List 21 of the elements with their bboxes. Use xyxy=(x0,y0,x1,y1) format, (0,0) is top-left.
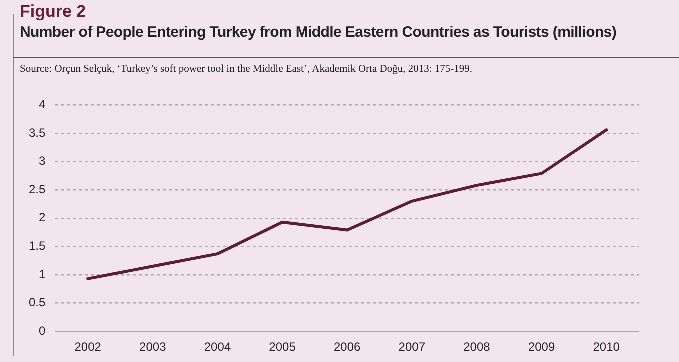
x-tick-label: 2007 xyxy=(398,340,426,354)
x-tick-label: 2006 xyxy=(334,340,362,354)
y-tick-label: 3.5 xyxy=(28,126,46,140)
chart-title: Figure 2 xyxy=(20,2,86,22)
x-tick-label: 2003 xyxy=(140,340,167,354)
x-tick-label: 2002 xyxy=(74,340,102,354)
y-tick-label: 2.5 xyxy=(28,182,46,196)
y-tick-label: 1 xyxy=(38,267,46,282)
chart-subtitle: Number of People Entering Turkey from Middle Eastern Countries as Tourists (millions) xyxy=(20,24,617,41)
source-note: Source: Orçun Selçuk, ‘Turkey’s soft power tool in the Middle East’, Akademik Orta Doğu, 2013: 175-199. xyxy=(20,64,473,75)
y-tick-label: 0.5 xyxy=(28,296,46,310)
y-tick-label: 4 xyxy=(38,98,46,112)
x-tick-label: 2009 xyxy=(528,340,556,354)
x-tick-label: 2005 xyxy=(269,340,296,354)
x-tick-label: 2010 xyxy=(593,340,620,354)
x-tick-label: 2004 xyxy=(204,340,232,354)
x-tick-label: 2008 xyxy=(464,340,491,354)
y-tick-label: 3 xyxy=(38,154,46,168)
y-tick-label: 2 xyxy=(38,210,46,225)
y-tick-label: 0 xyxy=(38,324,46,338)
y-tick-label: 1.5 xyxy=(28,239,46,254)
